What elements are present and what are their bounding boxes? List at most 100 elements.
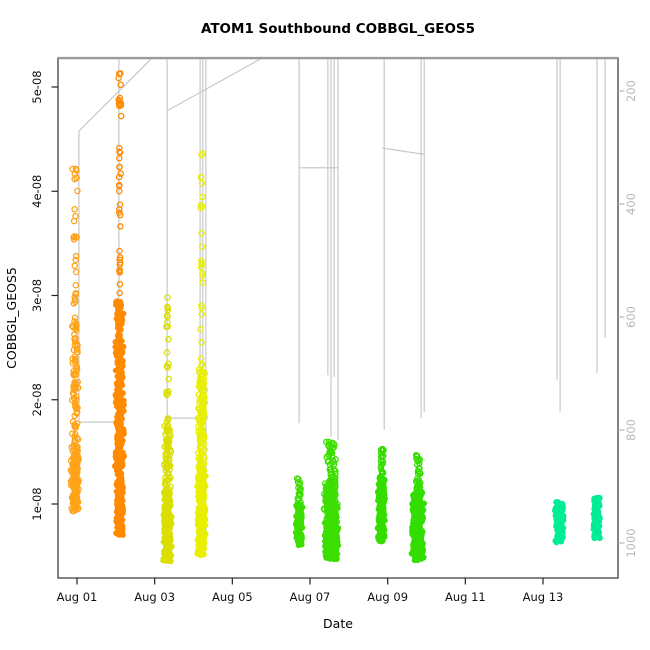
data-point	[198, 257, 205, 264]
data-point	[115, 173, 123, 181]
data-point	[199, 545, 206, 552]
data-point	[415, 465, 423, 472]
data-point	[116, 423, 122, 430]
data-point	[409, 506, 416, 513]
data-point	[198, 485, 204, 491]
data-point	[200, 392, 208, 400]
x-tick-label: Aug 13	[523, 590, 564, 604]
data-point	[115, 100, 123, 107]
data-point	[163, 388, 170, 396]
data-point	[72, 291, 79, 298]
data-point	[297, 525, 304, 532]
data-point	[198, 310, 206, 318]
data-point	[324, 509, 331, 516]
data-point	[162, 467, 170, 474]
x-tick-label: Aug 05	[212, 590, 253, 604]
data-point	[296, 488, 304, 495]
data-point	[72, 256, 79, 264]
y-tick-label: 3e-08	[30, 279, 44, 312]
data-point	[416, 492, 423, 499]
data-point	[595, 530, 601, 537]
y2-tick-label: 800	[624, 419, 638, 441]
x-tick-label: Aug 07	[290, 590, 331, 604]
x-tick-label: Aug 09	[367, 590, 408, 604]
data-point	[590, 511, 597, 517]
data-point	[414, 508, 421, 515]
data-point	[332, 535, 339, 542]
data-point	[161, 443, 168, 450]
data-point	[115, 209, 123, 216]
data-point	[296, 514, 302, 520]
data-point	[163, 349, 171, 356]
data-point	[69, 418, 77, 425]
data-point	[553, 539, 560, 546]
data-point	[377, 487, 384, 493]
data-point	[116, 261, 124, 268]
data-point	[413, 513, 420, 519]
data-point	[415, 517, 421, 524]
data-point	[71, 460, 79, 467]
data-point	[420, 540, 426, 547]
data-point	[164, 294, 171, 301]
data-point	[165, 375, 172, 383]
axes: Aug 01 Aug 03 Aug 05 Aug 07 Aug 09 Aug 11 Aug …	[30, 56, 638, 604]
data-point	[328, 542, 335, 549]
data-point	[74, 342, 81, 349]
data-point	[71, 262, 78, 270]
data-point	[163, 451, 171, 459]
data-point	[195, 383, 203, 390]
pressure-trace-segment	[166, 57, 263, 112]
data-point	[69, 507, 77, 515]
data-point	[412, 551, 419, 558]
y2-tick-label: 1000	[624, 528, 638, 557]
data-point	[73, 365, 81, 373]
data-point	[70, 370, 78, 377]
data-point	[117, 531, 124, 537]
data-point	[116, 280, 124, 288]
data-point	[71, 380, 79, 387]
data-point	[114, 344, 120, 350]
data-point	[115, 435, 122, 442]
data-point	[196, 471, 203, 478]
data-point	[558, 529, 565, 536]
pressure-trace-lines	[58, 57, 618, 560]
data-point	[296, 479, 304, 487]
data-point	[120, 428, 127, 434]
data-point	[164, 531, 171, 538]
data-point	[197, 377, 204, 384]
data-point	[163, 540, 169, 547]
data-point	[72, 335, 79, 342]
data-point	[331, 441, 338, 448]
data-point	[328, 441, 336, 448]
data-point	[294, 495, 301, 502]
data-point	[72, 424, 79, 431]
data-point	[116, 394, 123, 401]
data-point	[72, 443, 80, 451]
data-point	[167, 558, 174, 565]
plot-title: ATOM1 Southbound COBBGL_GEOS5	[201, 21, 475, 37]
data-point	[411, 557, 418, 564]
data-point	[197, 263, 205, 271]
data-point	[196, 497, 202, 504]
scatter-cluster-aug-09-profile	[408, 451, 427, 564]
data-point	[597, 535, 603, 541]
data-point	[200, 476, 207, 483]
data-point	[116, 201, 124, 208]
data-point	[115, 365, 122, 372]
data-point	[379, 469, 387, 477]
data-point	[72, 268, 80, 276]
data-point	[591, 497, 598, 503]
data-point	[199, 272, 206, 279]
data-point	[415, 482, 423, 490]
data-point	[328, 494, 335, 501]
data-point	[552, 507, 558, 514]
data-point	[72, 490, 80, 497]
data-point	[114, 358, 121, 365]
data-point	[166, 504, 173, 510]
y2-tick-label: 600	[624, 306, 638, 328]
data-point	[72, 165, 80, 173]
data-point	[199, 193, 206, 201]
scatter-cluster-aug-13a-profile	[552, 499, 567, 546]
data-point	[118, 301, 125, 308]
